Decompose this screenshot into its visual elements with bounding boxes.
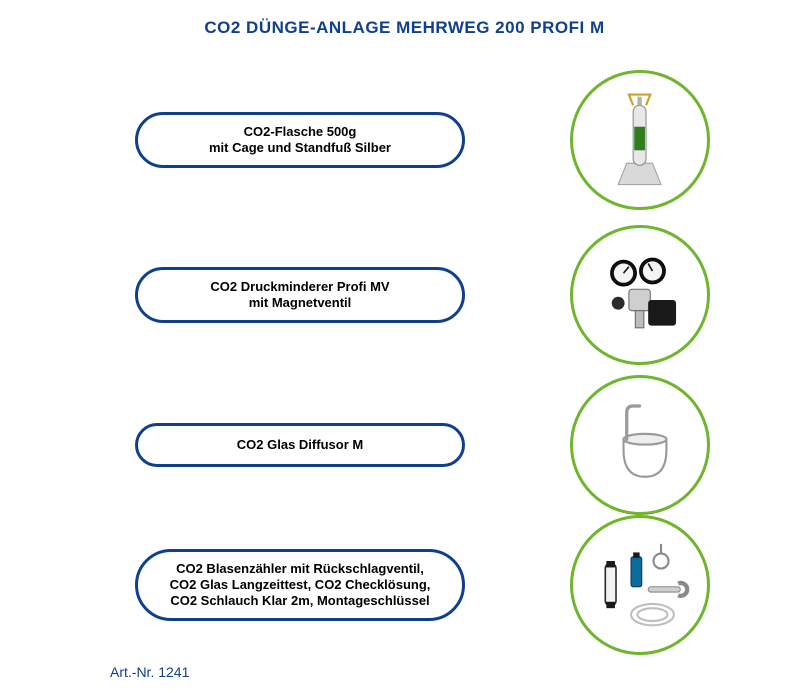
page: CO2 DÜNGE-ANLAGE MEHRWEG 200 PROFI M CO2… (0, 0, 809, 690)
pill-line: mit Magnetventil (249, 295, 352, 311)
pill-druckminderer: CO2 Druckminderer Profi MV mit Magnetven… (135, 267, 465, 323)
pill-line: CO2 Schlauch Klar 2m, Montageschlüssel (170, 593, 429, 609)
circle-diffusor (570, 375, 710, 515)
circle-co2-flasche (570, 70, 710, 210)
glass-diffusor-icon (586, 391, 693, 498)
pill-line: mit Cage und Standfuß Silber (209, 140, 391, 156)
circle-zubehoer (570, 515, 710, 655)
pill-line: CO2 Glas Langzeittest, CO2 Checklösung, (170, 577, 431, 593)
accessories-kit-icon (586, 531, 693, 638)
pill-zubehoer: CO2 Blasenzähler mit Rückschlagventil, C… (135, 549, 465, 621)
pill-line: CO2 Druckminderer Profi MV (210, 279, 389, 295)
circle-druckminderer (570, 225, 710, 365)
pill-co2-flasche: CO2-Flasche 500g mit Cage und Standfuß S… (135, 112, 465, 168)
pill-line: CO2 Glas Diffusor M (237, 437, 363, 453)
page-title: CO2 DÜNGE-ANLAGE MEHRWEG 200 PROFI M (0, 18, 809, 38)
pill-diffusor: CO2 Glas Diffusor M (135, 423, 465, 467)
pill-line: CO2-Flasche 500g (244, 124, 357, 140)
co2-bottle-icon (586, 86, 693, 193)
article-number: Art.-Nr. 1241 (110, 664, 189, 680)
pill-line: CO2 Blasenzähler mit Rückschlagventil, (176, 561, 424, 577)
pressure-regulator-icon (586, 241, 693, 348)
